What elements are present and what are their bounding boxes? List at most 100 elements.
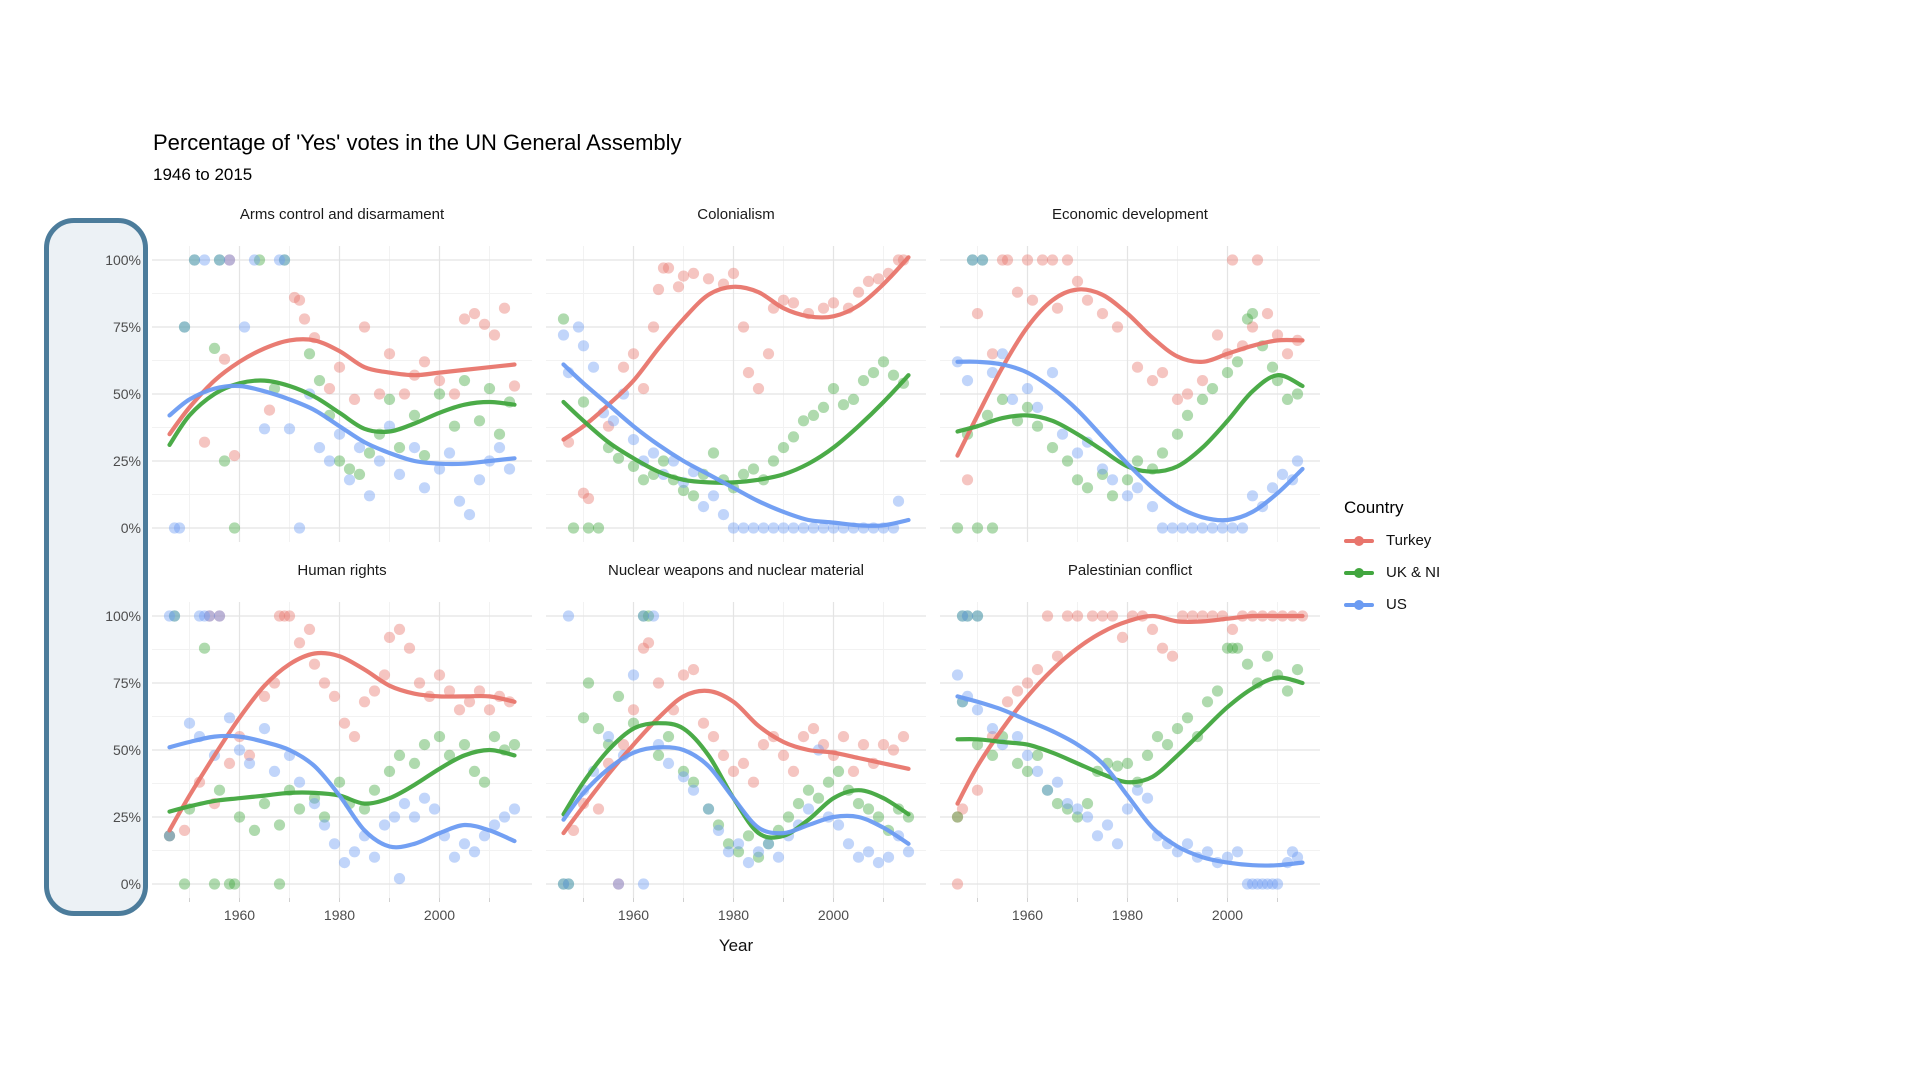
data-point bbox=[717, 508, 730, 521]
data-point bbox=[842, 838, 855, 850]
data-point bbox=[707, 731, 720, 743]
data-point bbox=[453, 704, 466, 716]
data-point bbox=[1026, 294, 1039, 306]
data-point bbox=[1226, 642, 1239, 654]
data-point bbox=[577, 487, 590, 499]
data-point bbox=[1241, 878, 1254, 890]
smooth-line-turkey bbox=[561, 255, 911, 442]
data-point bbox=[961, 474, 974, 486]
data-point bbox=[662, 262, 675, 274]
data-point bbox=[1096, 463, 1109, 475]
data-point bbox=[1201, 696, 1214, 708]
data-point bbox=[1021, 749, 1034, 762]
data-point bbox=[493, 442, 506, 454]
data-point bbox=[1281, 348, 1294, 360]
data-point bbox=[567, 824, 580, 837]
data-point bbox=[1061, 455, 1074, 467]
data-point bbox=[363, 447, 376, 459]
data-point bbox=[562, 878, 575, 890]
legend-item-uk-ni[interactable]: UK & NI bbox=[1344, 564, 1440, 581]
facet-data-layer bbox=[951, 254, 1305, 534]
data-point bbox=[163, 830, 176, 842]
legend-item-us[interactable]: US bbox=[1344, 596, 1440, 613]
data-point bbox=[168, 522, 181, 534]
smooth-line-uk-ni bbox=[955, 373, 1305, 474]
data-point bbox=[1166, 650, 1179, 662]
data-point bbox=[338, 717, 351, 729]
data-point bbox=[1226, 254, 1239, 266]
data-point bbox=[388, 811, 401, 823]
data-point bbox=[1266, 482, 1279, 494]
data-point bbox=[178, 878, 191, 890]
data-point bbox=[1021, 254, 1034, 266]
data-point bbox=[971, 704, 984, 716]
data-point bbox=[178, 321, 191, 333]
data-point bbox=[582, 492, 595, 505]
data-point bbox=[1071, 275, 1084, 287]
data-point bbox=[208, 342, 221, 354]
data-point bbox=[458, 375, 471, 387]
data-point bbox=[183, 717, 196, 729]
data-point bbox=[887, 744, 900, 756]
data-point bbox=[877, 356, 890, 368]
data-point bbox=[393, 468, 406, 480]
data-point bbox=[393, 623, 406, 636]
data-point bbox=[802, 784, 815, 796]
data-point bbox=[752, 383, 765, 395]
data-point bbox=[473, 415, 486, 427]
legend-item-turkey[interactable]: Turkey bbox=[1344, 532, 1440, 549]
data-point bbox=[662, 757, 675, 770]
data-point bbox=[996, 348, 1009, 360]
data-point bbox=[393, 442, 406, 454]
data-point bbox=[1291, 455, 1304, 467]
data-point bbox=[1041, 784, 1054, 796]
data-point bbox=[802, 803, 815, 815]
data-point bbox=[1271, 878, 1284, 890]
data-point bbox=[498, 302, 511, 314]
data-point bbox=[722, 846, 735, 858]
data-point bbox=[1001, 696, 1014, 708]
data-point bbox=[637, 610, 650, 622]
data-point bbox=[228, 878, 241, 890]
scatter-points-us bbox=[951, 254, 1304, 534]
data-point bbox=[612, 690, 625, 703]
data-point bbox=[1221, 642, 1234, 654]
data-point bbox=[458, 838, 471, 850]
data-point bbox=[1251, 878, 1264, 890]
data-point bbox=[508, 803, 521, 815]
data-point bbox=[727, 267, 740, 279]
data-point bbox=[612, 878, 625, 890]
data-point bbox=[742, 857, 755, 869]
data-point bbox=[213, 784, 226, 796]
data-point bbox=[827, 383, 840, 395]
data-point bbox=[627, 669, 640, 681]
data-point bbox=[702, 273, 715, 285]
data-point bbox=[383, 393, 396, 405]
data-point bbox=[1071, 811, 1084, 823]
data-point bbox=[338, 857, 351, 869]
data-point bbox=[1286, 846, 1299, 858]
data-point bbox=[847, 765, 860, 778]
data-point bbox=[1021, 383, 1034, 395]
data-point bbox=[413, 677, 426, 689]
data-point bbox=[488, 731, 501, 743]
data-point bbox=[677, 765, 690, 778]
data-point bbox=[862, 803, 875, 815]
data-point bbox=[1261, 650, 1274, 662]
scatter-points-uk-ni bbox=[178, 254, 516, 534]
data-point bbox=[408, 409, 421, 421]
data-point bbox=[707, 447, 720, 459]
data-point bbox=[951, 878, 964, 890]
data-point bbox=[1121, 757, 1134, 770]
data-point bbox=[1196, 610, 1209, 622]
data-point bbox=[1141, 792, 1154, 804]
data-point bbox=[702, 803, 715, 815]
x-tick-label: 1980 bbox=[1112, 907, 1143, 923]
data-point bbox=[971, 610, 984, 622]
data-point bbox=[1046, 254, 1059, 266]
data-point bbox=[1226, 623, 1239, 636]
chart-subtitle: 1946 to 2015 bbox=[153, 165, 253, 184]
scatter-points-turkey bbox=[562, 254, 910, 505]
data-point bbox=[1181, 409, 1194, 421]
data-point bbox=[971, 308, 984, 320]
